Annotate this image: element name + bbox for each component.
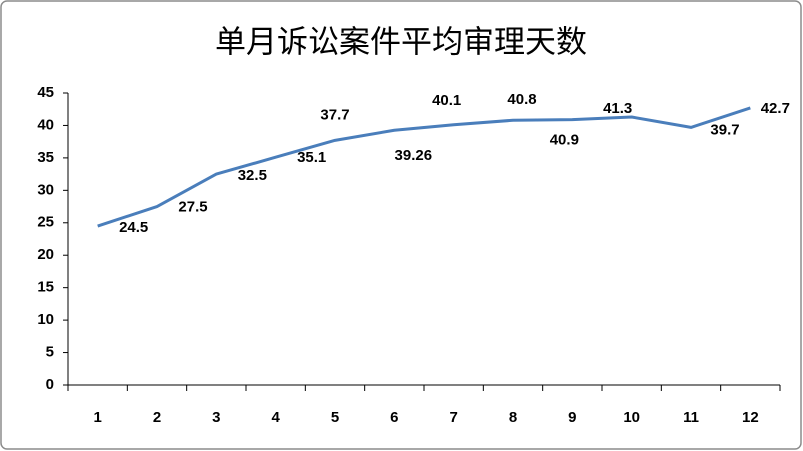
x-tick-label: 2 [153, 409, 161, 426]
x-tick-label: 11 [683, 409, 699, 426]
x-tick-label: 12 [742, 409, 759, 426]
data-label: 27.5 [178, 199, 207, 216]
data-label: 35.1 [297, 149, 326, 166]
data-label: 40.9 [550, 132, 579, 149]
x-tick-label: 9 [568, 409, 576, 426]
y-tick-label: 20 [37, 246, 54, 263]
y-tick-label: 30 [37, 181, 54, 198]
data-label: 41.3 [603, 100, 632, 117]
y-tick-label: 35 [37, 149, 54, 166]
x-tick-label: 1 [93, 409, 101, 426]
y-tick-label: 5 [46, 344, 54, 361]
x-tick-label: 4 [271, 409, 280, 426]
x-tick-label: 10 [623, 409, 640, 426]
y-tick-label: 25 [37, 214, 54, 231]
y-tick-label: 45 [37, 84, 54, 101]
data-label: 32.5 [238, 167, 267, 184]
x-tick-label: 5 [331, 409, 339, 426]
data-label: 37.7 [320, 106, 349, 123]
data-label: 40.8 [507, 91, 536, 108]
data-line [97, 106, 751, 228]
x-tick-label: 3 [212, 409, 220, 426]
y-tick-label: 15 [37, 279, 54, 296]
x-tick-label: 7 [449, 409, 457, 426]
y-tick-label: 0 [46, 376, 54, 393]
data-label: 39.26 [395, 147, 433, 164]
y-tick-label: 40 [37, 116, 54, 133]
x-tick-label: 6 [390, 409, 398, 426]
chart-title: 单月诉讼案件平均审理天数 [215, 25, 587, 61]
data-label: 24.5 [119, 219, 148, 236]
y-tick-label: 10 [37, 311, 54, 328]
data-label: 40.1 [432, 92, 461, 109]
data-label: 42.7 [761, 100, 790, 117]
x-tick-label: 8 [509, 409, 517, 426]
data-label: 39.7 [710, 121, 739, 138]
